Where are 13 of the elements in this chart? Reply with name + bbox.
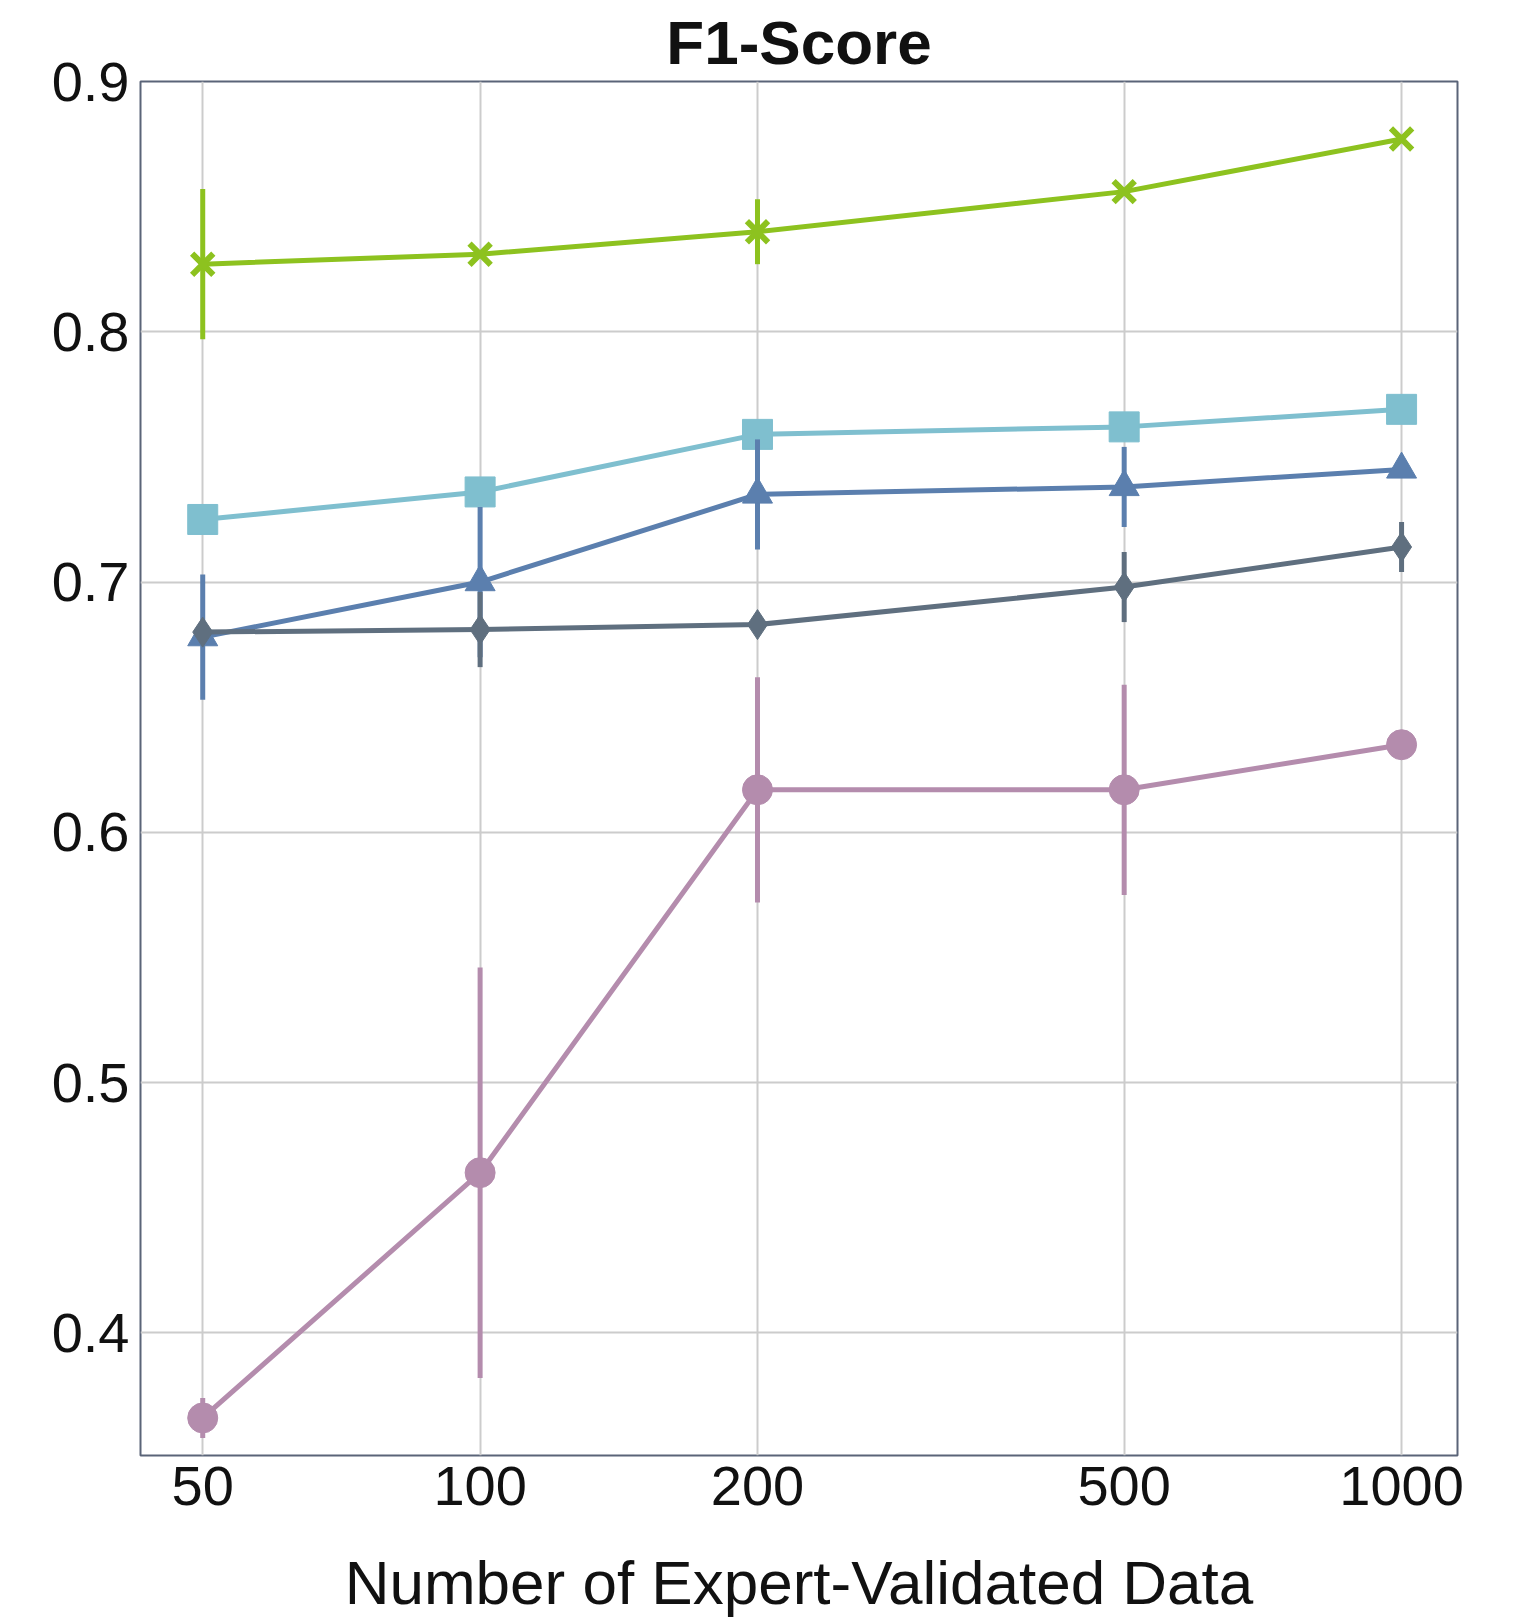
y-tick-label: 0.8 — [51, 299, 130, 363]
x-tick-label: 200 — [710, 1453, 805, 1517]
x-tick-label: 100 — [433, 1453, 527, 1517]
y-tick-label: 0.6 — [51, 800, 130, 864]
x-tick-label: 50 — [171, 1453, 234, 1517]
y-tick-label: 0.7 — [51, 550, 130, 614]
x-tick-label: 500 — [1077, 1453, 1171, 1517]
chart-title: F1-Score — [666, 7, 932, 77]
x-tick-label: 1000 — [1339, 1453, 1464, 1517]
x-axis-title: Number of Expert-Validated Data — [344, 1547, 1254, 1617]
y-tick-label: 0.5 — [51, 1050, 130, 1114]
y-tick-label: 0.9 — [51, 49, 130, 113]
y-tick-label: 0.4 — [51, 1300, 130, 1364]
